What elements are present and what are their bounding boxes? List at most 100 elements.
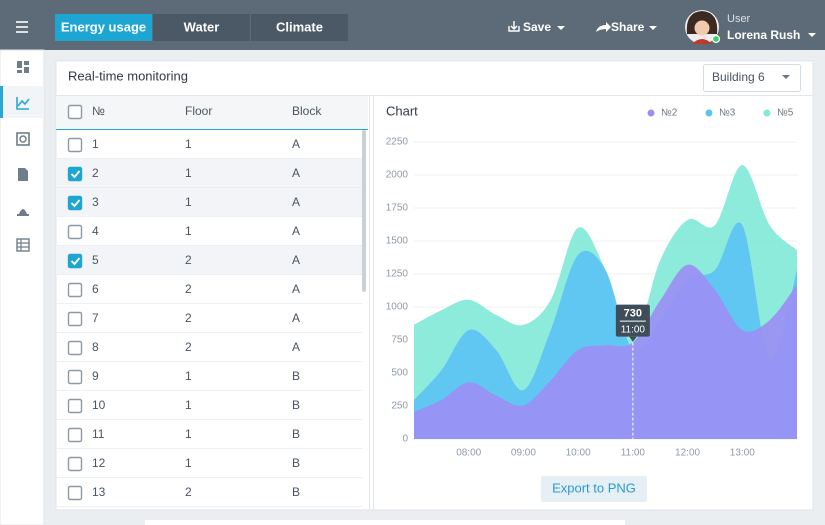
tab-label[interactable]: Climate (276, 19, 323, 34)
cell-no: 12 (92, 456, 106, 470)
cell-no: 7 (92, 311, 99, 325)
tab-label[interactable]: Water (184, 19, 220, 34)
cell-floor: 1 (185, 427, 192, 441)
y-tick-label: 500 (391, 368, 408, 379)
cell-block: A (292, 224, 300, 238)
cell-block: A (292, 282, 300, 296)
cell-floor: 1 (185, 456, 192, 470)
cell-no: 9 (92, 369, 99, 383)
check-mark (70, 257, 81, 266)
caret (782, 75, 790, 79)
cell-no: 2 (92, 166, 99, 180)
row-checkbox[interactable] (67, 137, 83, 153)
cell-no: 11 (92, 427, 105, 441)
row-checkbox[interactable] (67, 166, 83, 182)
row-highlight (56, 246, 362, 275)
cell-floor: 1 (185, 398, 192, 412)
cell-floor: 2 (185, 340, 192, 354)
row-highlight (56, 159, 362, 188)
cell-block: B (292, 398, 300, 412)
sidebar (0, 49, 45, 525)
menu-button[interactable] (16, 21, 28, 33)
cell-floor: 1 (185, 195, 192, 209)
row-checkbox[interactable] (67, 224, 83, 240)
cell-floor: 2 (185, 282, 192, 296)
row-checkbox[interactable] (67, 485, 83, 501)
column-header[interactable]: Block (292, 104, 322, 118)
x-tick-label: 10:00 (566, 448, 591, 459)
y-tick-label: 1750 (386, 203, 409, 214)
x-tick-label: 13:00 (730, 448, 755, 459)
y-tick-label: 1000 (386, 302, 409, 313)
cell-no: 3 (92, 195, 99, 209)
tooltip-time: 11:00 (621, 324, 646, 335)
tab[interactable] (55, 14, 152, 41)
caret (808, 33, 816, 37)
cell-block: A (292, 166, 300, 180)
tab-label[interactable]: Energy usage (61, 19, 146, 34)
y-tick-label: 1250 (386, 269, 409, 280)
sidebar-icons[interactable] (16, 61, 30, 252)
building-select[interactable] (703, 64, 801, 92)
table-header (56, 96, 368, 129)
x-tick-label: 09:00 (511, 448, 536, 459)
share-button[interactable]: Share (611, 20, 645, 34)
avatar[interactable] (685, 10, 721, 44)
cell-no: 5 (92, 253, 99, 267)
check-mark (70, 170, 81, 179)
caret (557, 26, 565, 30)
y-tick-label: 2000 (386, 170, 409, 181)
export-button[interactable] (541, 476, 647, 502)
export-label[interactable]: Export to PNG (552, 480, 636, 495)
x-tick-label: 11:00 (621, 448, 646, 459)
scrollbar[interactable] (362, 130, 366, 292)
cell-block: A (292, 311, 300, 325)
legend-label: №2 (661, 108, 678, 119)
legend-dot (647, 109, 655, 117)
tab[interactable] (251, 14, 348, 41)
row-checkbox[interactable] (67, 282, 83, 298)
row-checkbox[interactable] (67, 398, 83, 414)
select-all-checkbox[interactable] (67, 104, 83, 120)
cell-no: 10 (92, 398, 106, 412)
legend-dot (763, 109, 771, 117)
cell-block: B (292, 485, 300, 499)
row-checkbox[interactable] (67, 253, 83, 269)
select-value: Building 6 (712, 70, 765, 84)
user-label: User (727, 13, 751, 25)
panel-title: Real-time monitoring (68, 68, 188, 83)
cell-block: B (292, 456, 300, 470)
cell-floor: 1 (185, 166, 192, 180)
chart-title: Chart (386, 103, 418, 118)
cell-floor: 2 (185, 485, 192, 499)
cell-block: A (292, 195, 300, 209)
cell-block: A (292, 253, 300, 267)
x-tick-label: 12:00 (675, 448, 700, 459)
page-scrollbar[interactable] (145, 520, 625, 525)
cell-floor: 1 (185, 224, 192, 238)
row-checkbox[interactable] (67, 369, 83, 385)
row-checkbox[interactable] (67, 456, 83, 472)
legend-dot (705, 109, 713, 117)
x-tick-label: 08:00 (456, 448, 481, 459)
row-checkbox[interactable] (67, 311, 83, 327)
cell-no: 1 (92, 137, 99, 151)
check-mark (70, 199, 81, 208)
cell-no: 4 (92, 224, 99, 238)
row-checkbox[interactable] (67, 340, 83, 356)
row-checkbox[interactable] (67, 195, 83, 211)
cell-floor: 2 (185, 253, 192, 267)
cell-block: B (292, 369, 300, 383)
tab[interactable] (153, 14, 250, 41)
column-header[interactable]: № (92, 104, 105, 118)
tooltip-value: 730 (624, 308, 642, 320)
cell-floor: 1 (185, 369, 192, 383)
column-header[interactable]: Floor (185, 104, 212, 118)
legend-label: №5 (777, 108, 794, 119)
row-checkbox[interactable] (67, 427, 83, 443)
save-button[interactable]: Save (523, 20, 551, 34)
sidebar-active-bar (0, 86, 3, 118)
cell-block: A (292, 137, 300, 151)
user-name: Lorena Rush (727, 28, 800, 42)
